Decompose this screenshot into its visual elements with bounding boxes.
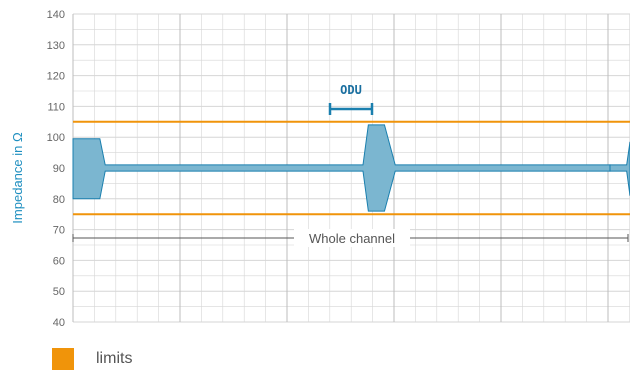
y-tick-label: 120: [47, 71, 65, 83]
y-tick-label: 80: [53, 194, 65, 206]
odu-annotation: ODU: [328, 83, 374, 115]
whole-channel-label: Whole channel: [309, 231, 395, 246]
odu-label: ODU: [340, 83, 362, 97]
y-tick-label: 40: [53, 317, 65, 329]
legend-swatch-limits: [52, 348, 74, 370]
legend-label-limits: limits: [96, 350, 133, 367]
y-tick-label: 110: [47, 101, 65, 113]
y-tick-labels: 40 50 60 70 80 90 100 110 120 130 140: [47, 9, 65, 329]
whole-channel-label-bg: [294, 229, 410, 247]
y-tick-label: 50: [53, 286, 65, 298]
impedance-band: [72, 124, 611, 212]
y-axis-label: Impedance in Ω: [10, 132, 25, 224]
y-tick-label: 90: [53, 163, 65, 175]
y-tick-label: 70: [53, 225, 65, 237]
legend: limits: [52, 348, 132, 370]
y-tick-label: 60: [53, 255, 65, 267]
impedance-band: [609, 141, 630, 196]
limit-lines: [73, 120, 630, 216]
impedance-bands: [72, 124, 630, 212]
y-tick-label: 130: [47, 40, 65, 52]
whole-channel-annotation: Whole channel: [72, 229, 629, 247]
y-tick-label: 100: [47, 132, 65, 144]
y-tick-label: 140: [47, 9, 65, 21]
